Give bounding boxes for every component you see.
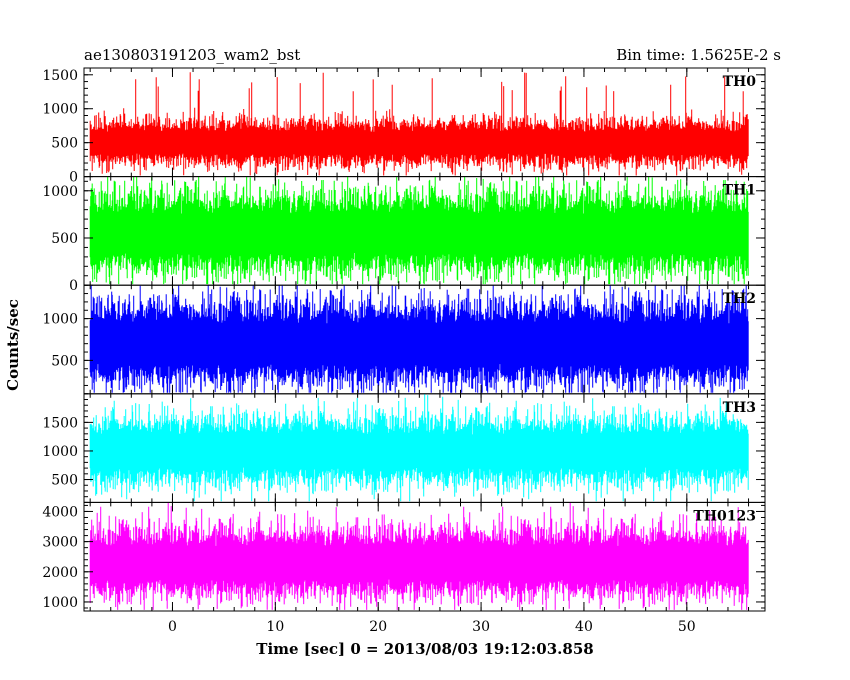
series-th0	[89, 72, 749, 176]
y-tick-label: 1000	[42, 595, 78, 611]
y-tick-label: 1000	[42, 312, 78, 328]
y-tick-label: 1500	[42, 415, 78, 431]
x-tick-label: 40	[575, 619, 593, 635]
series-th0123	[89, 502, 749, 610]
y-tick-label: 1000	[42, 444, 78, 460]
y-tick-label: 500	[51, 136, 78, 152]
y-axis-label: Counts/sec	[4, 299, 22, 391]
panel-label: TH3	[723, 400, 756, 416]
y-tick-label: 1000	[42, 102, 78, 118]
y-tick-label: 500	[51, 473, 78, 489]
chart-title: ae130803191203_wam2_bst	[84, 46, 300, 64]
chart-subtitle: Bin time: 1.5625E-2 s	[616, 46, 781, 64]
series-th3	[89, 394, 749, 502]
panel-th2: 500 1000 TH2	[42, 284, 766, 395]
y-tick-label: 500	[51, 353, 78, 369]
panel-frame	[83, 501, 766, 612]
y-tick-label: 0	[69, 170, 78, 186]
x-tick-label: 10	[266, 619, 284, 635]
x-axis-label: Time [sec] 0 = 2013/08/03 19:12:03.858	[256, 640, 593, 658]
panel-th1: 0 500 1000 TH1	[42, 176, 766, 294]
y-tick-label: 500	[51, 231, 78, 247]
y-tick-label: 1500	[42, 68, 78, 84]
y-tick-label: 4000	[42, 504, 78, 520]
panel-label: TH0	[723, 74, 757, 90]
series-th1	[89, 176, 749, 285]
panel-th0: 0 500 1000 1500 TH0	[42, 67, 766, 186]
x-tick-label: 0	[168, 619, 177, 635]
x-tick-label: 30	[472, 619, 490, 635]
panel-label: TH0123	[693, 508, 756, 524]
panel-th0123: 1000 2000 3000 4000 TH0123	[42, 501, 766, 612]
y-tick-label: 3000	[42, 535, 78, 551]
y-tick-label: 1000	[42, 184, 78, 200]
x-tick-label: 20	[369, 619, 387, 635]
panel-th3: 500 1000 1500 TH3	[42, 393, 766, 503]
panel-label: TH1	[723, 183, 756, 199]
y-tick-label: 2000	[42, 565, 78, 581]
y-tick-label: 0	[69, 278, 78, 294]
series-th2	[89, 285, 749, 393]
panel-label: TH2	[723, 291, 756, 307]
x-tick-label: 50	[678, 619, 696, 635]
